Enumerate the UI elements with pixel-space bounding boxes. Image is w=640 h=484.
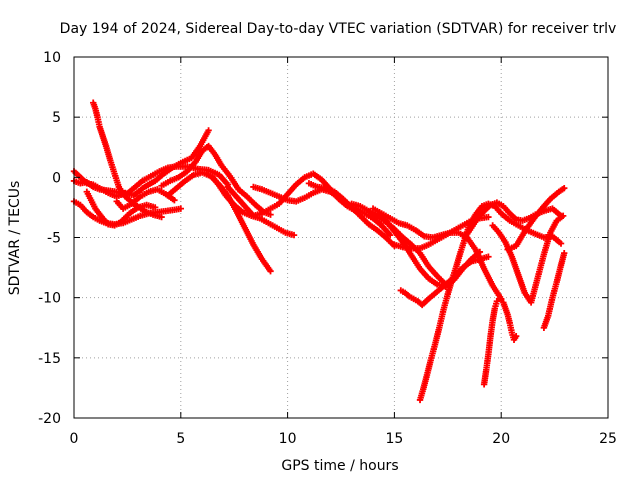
series-sat-i bbox=[203, 170, 298, 239]
grid-layer bbox=[74, 57, 608, 418]
series-sat-v bbox=[504, 184, 568, 253]
series-sat-e bbox=[90, 99, 165, 221]
series-markers bbox=[480, 295, 520, 388]
series-markers bbox=[489, 212, 567, 306]
series-layer bbox=[70, 99, 568, 404]
y-tick-label: -20 bbox=[38, 411, 61, 427]
y-tick-label: 0 bbox=[52, 170, 61, 186]
y-axis-label: SDTVAR / TECUs bbox=[7, 181, 23, 296]
series-markers bbox=[416, 200, 565, 404]
series-sat-h bbox=[158, 142, 274, 218]
x-tick-label: 10 bbox=[279, 431, 297, 447]
x-tick-label: 5 bbox=[176, 431, 185, 447]
series-sat-l bbox=[305, 180, 398, 250]
x-tick-label: 15 bbox=[385, 431, 403, 447]
x-axis-label: GPS time / hours bbox=[281, 458, 398, 474]
series-markers bbox=[540, 249, 568, 331]
x-tick-label: 0 bbox=[70, 431, 79, 447]
y-tick-label: 5 bbox=[52, 110, 61, 126]
y-tick-label: 10 bbox=[43, 50, 61, 66]
y-tick-label: -5 bbox=[47, 231, 61, 247]
y-tick-label: -15 bbox=[38, 351, 61, 367]
series-sat-w bbox=[540, 249, 568, 331]
series-sat-t bbox=[480, 295, 520, 388]
series-sat-r bbox=[416, 200, 565, 404]
ticks-layer: 0 5 10 15 20 25 -20 -15 -10 -5 0 5 10 bbox=[38, 50, 617, 447]
series-markers bbox=[203, 170, 298, 239]
series-markers bbox=[90, 99, 165, 221]
series-markers bbox=[158, 142, 274, 218]
series-markers bbox=[369, 205, 505, 303]
chart-title: Day 194 of 2024, Sidereal Day-to-day VTE… bbox=[60, 21, 617, 37]
x-tick-label: 25 bbox=[599, 431, 617, 447]
y-tick-label: -10 bbox=[38, 291, 61, 307]
series-markers bbox=[504, 184, 568, 253]
series-sat-u bbox=[489, 212, 567, 306]
series-markers bbox=[83, 188, 159, 229]
x-tick-label: 20 bbox=[492, 431, 510, 447]
series-markers bbox=[305, 180, 398, 250]
